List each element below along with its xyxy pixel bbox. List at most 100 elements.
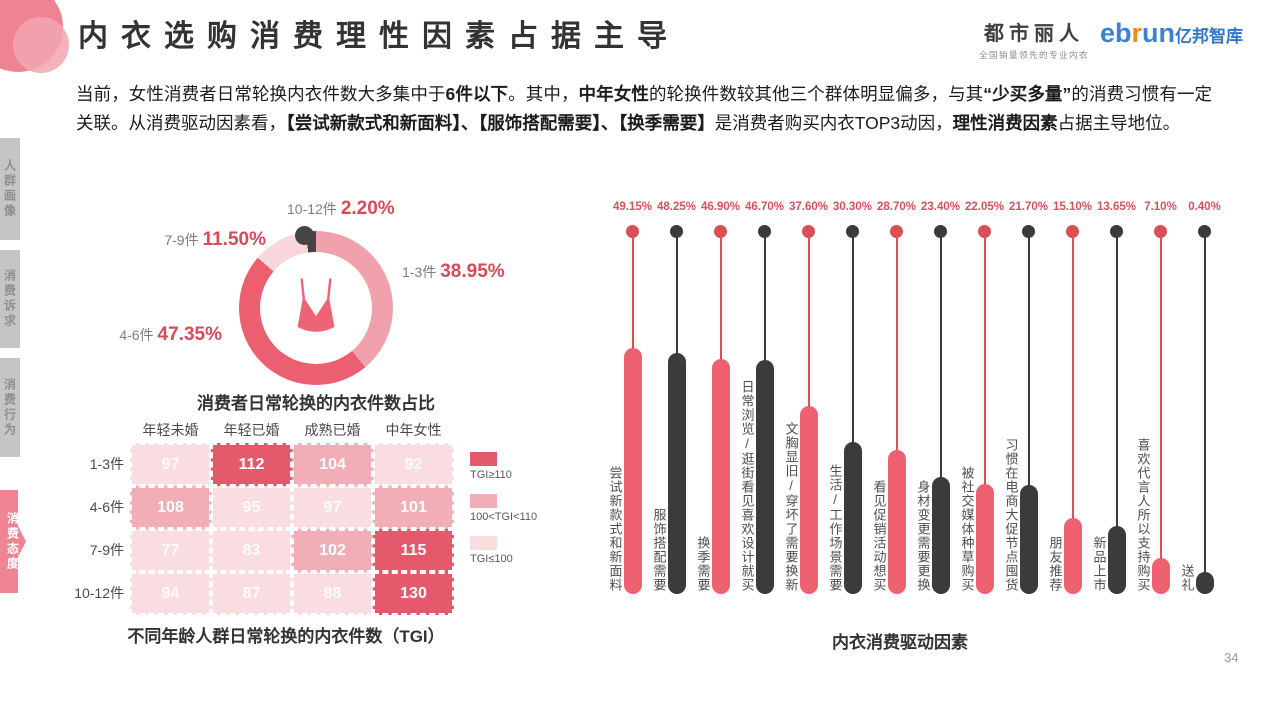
legend-swatch — [470, 536, 497, 550]
driver-stem — [763, 236, 766, 366]
tgi-heatmap: 年轻未婚 年轻已婚 成熟已婚 中年女性 1-3件 4-6件 7-9件 10-12件 97 11… — [60, 420, 600, 650]
driver-stem — [983, 236, 986, 490]
ebrun-logo-text2: un — [1142, 18, 1176, 48]
heatmap-cell: 130 — [373, 572, 454, 615]
bra-icon — [297, 278, 335, 332]
sidebar-tab-2[interactable]: 消费诉求 — [0, 250, 20, 348]
driver-bar — [931, 477, 950, 594]
driver-bar — [887, 450, 906, 594]
heatmap-cell: 104 — [292, 443, 373, 486]
driver-stem — [1203, 236, 1206, 578]
driver-bar — [623, 348, 642, 594]
driver-dot — [1066, 225, 1079, 238]
sidebar-tab-4[interactable]: 消费态度 — [0, 490, 26, 593]
driver-dot — [934, 225, 947, 238]
decor-circle-small — [13, 17, 69, 73]
ebrun-logo-text: eb — [1100, 18, 1132, 48]
driver-category-label: 新品上市 — [1091, 536, 1107, 592]
heatmap-cell: 115 — [373, 529, 454, 572]
heatmap-cell: 83 — [211, 529, 292, 572]
driver-value-label: 23.40% — [920, 201, 960, 213]
legend-item: TGI≤100 — [470, 536, 537, 565]
driver-value-label: 46.90% — [700, 201, 740, 213]
driver-bar — [1107, 526, 1126, 594]
donut-label-10-12: 10-12件 2.20% — [287, 198, 395, 219]
heatmap-cell: 95 — [211, 486, 292, 529]
donut-chart-caption: 消费者日常轮换的内衣件数占比 — [197, 394, 435, 413]
driver-stem — [1027, 236, 1030, 491]
donut-label-4-6: 4-6件 47.35% — [119, 324, 222, 345]
driver-stem — [675, 236, 678, 359]
driver-category-label: 尝试新款式和新面料 — [607, 466, 623, 592]
heatmap-col-header: 年轻已婚 — [223, 422, 280, 438]
legend-swatch — [470, 494, 497, 508]
heatmap-cell: 102 — [292, 529, 373, 572]
driver-category-label: 朋友推荐 — [1047, 536, 1063, 592]
driver-category-label: 生活/工作场景需要 — [827, 464, 843, 592]
driver-value-label: 0.40% — [1188, 201, 1221, 213]
heatmap-row-label: 1-3件 — [89, 456, 124, 472]
intro-text-segment: “少买多量” — [983, 84, 1072, 104]
driver-stem — [1071, 236, 1074, 524]
driver-dot — [758, 225, 771, 238]
driver-category-label: 送礼 — [1179, 564, 1195, 592]
donut-label-7-9: 7-9件 11.50% — [164, 229, 266, 250]
heatmap-cell: 87 — [211, 572, 292, 615]
driver-bar — [843, 442, 862, 594]
heatmap-cell: 97 — [292, 486, 373, 529]
legend-label: TGI≤100 — [470, 553, 513, 565]
ebrun-logo-accent: r — [1131, 18, 1143, 48]
driver-bar — [1151, 558, 1170, 594]
driver-value-label: 48.25% — [656, 201, 696, 213]
heatmap-caption: 不同年龄人群日常轮换的内衣件数（TGI） — [127, 627, 445, 646]
driver-stem — [807, 236, 810, 412]
driver-value-label: 46.70% — [744, 201, 784, 213]
driver-category-label: 服饰搭配需要 — [651, 508, 667, 592]
heatmap-row-labels: 1-3件 4-6件 7-9件 10-12件 — [60, 443, 124, 615]
driver-bar — [1019, 485, 1038, 594]
driver-stem — [719, 236, 722, 365]
driver-bar — [755, 360, 774, 594]
heatmap-column-headers: 年轻未婚 年轻已婚 成熟已婚 中年女性 — [130, 420, 454, 440]
heatmap-grid: 97 112 104 92 108 95 97 101 77 83 102 115 94 87 88 130 — [130, 443, 454, 615]
driver-value-label: 37.60% — [788, 201, 828, 213]
driver-bar — [799, 406, 818, 594]
driver-value-label: 30.30% — [832, 201, 872, 213]
heatmap-cell: 88 — [292, 572, 373, 615]
ebrun-logo-suffix: 亿邦智库 — [1175, 27, 1244, 46]
intro-text-segment: 的轮换件数较其他三个群体明显偏多，与其 — [648, 84, 984, 104]
sidebar-tab-3[interactable]: 消费行为 — [0, 358, 20, 457]
driver-value-label: 22.05% — [964, 201, 1004, 213]
legend-label: TGI≥110 — [470, 469, 512, 481]
driver-stem — [851, 236, 854, 448]
intro-text-segment: 【尝试新款式和新面料】、【服饰搭配需要】、【换季需要】 — [286, 112, 715, 133]
legend-item: 100<TGI<110 — [470, 494, 537, 523]
driver-category-label: 文胸显旧/穿坏了需要换新 — [783, 422, 799, 592]
driver-category-label: 看见促销活动想买 — [871, 480, 887, 592]
driver-value-label: 7.10% — [1144, 201, 1177, 213]
driver-category-label: 身材变更需要更换 — [915, 480, 931, 592]
driver-category-label: 习惯在电商大促节点囤货 — [1003, 438, 1019, 592]
driver-dot — [1110, 225, 1123, 238]
driver-bar — [667, 353, 686, 594]
legend-label: 100<TGI<110 — [470, 511, 538, 523]
sidebar-tab-1[interactable]: 人群画像 — [0, 138, 20, 240]
heatmap-cell: 92 — [373, 443, 454, 486]
dushiliren-logo-name: 都市丽人 — [984, 23, 1084, 45]
intro-text-segment: 当前，女性消费者日常轮换内衣件数大多集中于 — [76, 84, 446, 104]
driver-category-label: 换季需要 — [695, 536, 711, 592]
donut-ring — [239, 226, 393, 385]
heatmap-legend: TGI≥110 100<TGI<110 TGI≤100 — [470, 452, 537, 578]
dushiliren-logo: 都市丽人 全国销量领先的专业内衣 — [978, 17, 1090, 61]
page-number: 34 — [1224, 650, 1239, 665]
heatmap-row-label: 7-9件 — [89, 542, 124, 558]
driver-stem — [1159, 236, 1162, 564]
driver-category-label: 喜欢代言人所以支持购买 — [1135, 438, 1151, 592]
driver-value-label: 21.70% — [1008, 201, 1048, 213]
heatmap-col-header: 中年女性 — [385, 422, 442, 438]
driver-dot — [802, 225, 815, 238]
legend-item: TGI≥110 — [470, 452, 537, 481]
driver-dot — [626, 225, 639, 238]
driver-stem — [939, 236, 942, 483]
legend-swatch — [470, 452, 497, 466]
